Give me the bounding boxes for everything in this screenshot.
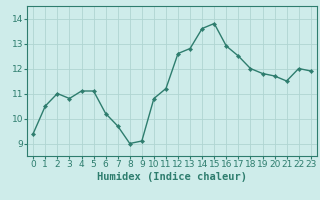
X-axis label: Humidex (Indice chaleur): Humidex (Indice chaleur) [97, 172, 247, 182]
